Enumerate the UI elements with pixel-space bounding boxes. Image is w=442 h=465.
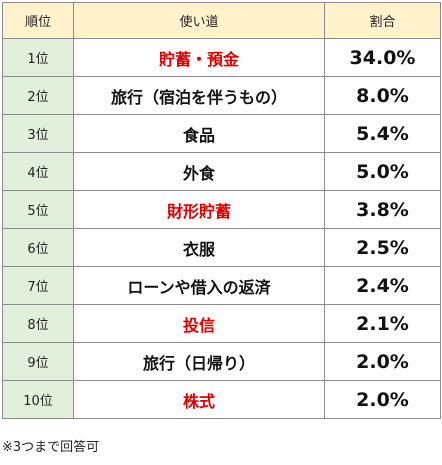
header-rank: 順位 [2, 2, 74, 39]
use-cell: 外食 [73, 152, 325, 191]
table-row: 4位 外食 5.0% [2, 152, 441, 191]
share-cell: 2.5% [324, 228, 441, 267]
header-use: 使い道 [73, 2, 325, 39]
rank-cell: 4位 [2, 152, 74, 191]
use-cell: 投信 [73, 304, 325, 343]
rank-cell: 9位 [2, 342, 74, 381]
share-cell: 2.1% [324, 304, 441, 343]
share-cell: 5.0% [324, 152, 441, 191]
use-cell: 衣服 [73, 228, 325, 267]
rank-cell: 7位 [2, 266, 74, 305]
use-cell: 貯蓄・預金 [73, 38, 325, 77]
share-cell: 2.0% [324, 342, 441, 381]
rank-cell: 1位 [2, 38, 74, 77]
table-row: 6位 衣服 2.5% [2, 228, 441, 267]
table-body: 1位 貯蓄・預金 34.0% 2位 旅行（宿泊を伴うもの） 8.0% 3位 食品 5.4% 4位外… [2, 38, 441, 419]
share-cell: 2.4% [324, 266, 441, 305]
use-cell: ローンや借入の返済 [73, 266, 325, 305]
share-cell: 5.4% [324, 114, 441, 153]
header-row: 順位 使い道 割合 [2, 2, 441, 39]
rank-cell: 8位 [2, 304, 74, 343]
share-cell: 3.8% [324, 190, 441, 229]
share-cell: 2.0% [324, 380, 441, 419]
use-cell: 旅行（日帰り） [73, 342, 325, 381]
rank-cell: 6位 [2, 228, 74, 267]
header-share: 割合 [324, 2, 441, 39]
rank-cell: 3位 [2, 114, 74, 153]
footnote: ※3つまで回答可 [2, 440, 100, 455]
table-row: 5位 財形貯蓄 3.8% [2, 190, 441, 229]
table-row: 9位 旅行（日帰り） 2.0% [2, 342, 441, 381]
table-row: 1位 貯蓄・預金 34.0% [2, 38, 441, 77]
ranking-table: 順位 使い道 割合 1位 貯蓄・預金 34.0% 2位 旅行（宿泊を伴うもの） 8.0% 3… [2, 2, 441, 419]
table-row: 7位 ローンや借入の返済 2.4% [2, 266, 441, 305]
use-cell: 財形貯蓄 [73, 190, 325, 229]
use-cell: 株式 [73, 380, 325, 419]
table-row: 8位 投信 2.1% [2, 304, 441, 343]
share-cell: 34.0% [324, 38, 441, 77]
share-cell: 8.0% [324, 76, 441, 115]
table-row: 3位 食品 5.4% [2, 114, 441, 153]
table-row: 2位 旅行（宿泊を伴うもの） 8.0% [2, 76, 441, 115]
use-cell: 食品 [73, 114, 325, 153]
use-cell: 旅行（宿泊を伴うもの） [73, 76, 325, 115]
rank-cell: 2位 [2, 76, 74, 115]
table-row: 10位 株式 2.0% [2, 380, 441, 419]
rank-cell: 10位 [2, 380, 74, 419]
rank-cell: 5位 [2, 190, 74, 229]
